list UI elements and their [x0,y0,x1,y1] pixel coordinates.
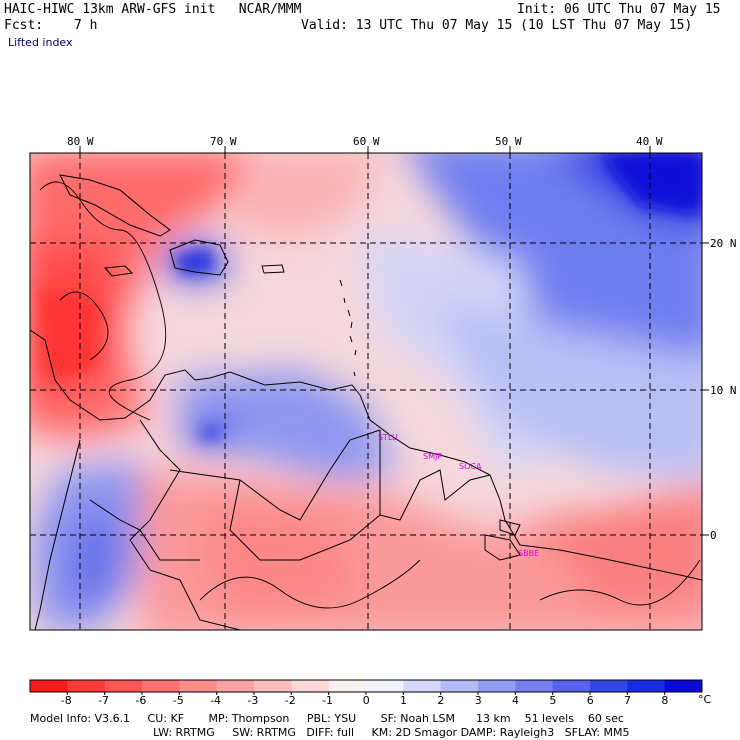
colorbar-unit: °C [698,693,712,706]
colorbar-tick-label: -8 [60,694,72,707]
title: HAIC-HIWC 13km ARW-GFS init NCAR/MMM [4,2,302,17]
colorbar-tick-label: -4 [210,694,222,707]
colorbar-swatch [254,680,292,692]
colorbar-swatch [515,680,554,692]
colorbar-tick-label: 1 [400,694,408,707]
colorbar-swatch [590,680,628,692]
lon-label-50w: 50 W [495,135,522,148]
colorbar [29,679,703,695]
fcst-value: 7 h [74,18,98,33]
colorbar-tick-label: 4 [512,694,520,707]
coastlines [30,174,702,630]
colorbar-swatch [627,680,666,692]
init-time: Init: 06 UTC Thu 07 May 15 [517,2,721,17]
lat-label-10n: 10 N [710,384,737,397]
lon-label-40w: 40 W [636,135,663,148]
fcst-label: Fcst: [4,18,44,33]
colorbar-tick-label: -7 [98,694,110,707]
station-smjp: SMJP [423,452,442,461]
colorbar-tick-label: 2 [437,694,445,707]
colorbar-tick-label: 0 [362,694,370,707]
lon-label-70w: 70 W [210,135,237,148]
colorbar-tick-label: 5 [549,694,557,707]
station-soca: SOCA [459,462,482,471]
colorbar-swatch [403,680,442,692]
lon-label-80w: 80 W [67,135,94,148]
station-sbbe: SBBE [518,549,539,558]
colorbar-tick-label: 8 [661,694,669,707]
colorbar-swatch [440,680,479,692]
colorbar-swatch [104,680,143,692]
colorbar-swatch [478,680,516,692]
colorbar-swatch [664,680,703,692]
colorbar-tick-label: 7 [624,694,632,707]
valid-time: Valid: 13 UTC Thu 07 May 15 (10 LST Thu … [301,18,693,33]
lat-label-20n: 20 N [710,237,737,250]
model-info-line1: Model Info: V3.6.1 CU: KF MP: Thompson P… [30,712,624,725]
colorbar-swatch [30,680,68,692]
colorbar-tick-label: 6 [586,694,594,707]
map-ticks [79,146,709,536]
colorbar-tick-label: -3 [247,694,259,707]
colorbar-tick-label: 3 [474,694,482,707]
field-name: Lifted index [8,36,73,49]
colorbar-swatch [328,680,367,692]
colorbar-swatch [366,680,404,692]
colorbar-swatch [67,680,106,692]
colorbar-tick-label: -1 [322,694,334,707]
lat-label-0: 0 [710,529,717,542]
station-stlu: STLU [378,433,398,442]
colorbar-swatch [216,680,255,692]
colorbar-swatch [291,680,330,692]
colorbar-swatch [142,680,180,692]
colorbar-swatch [179,680,218,692]
colorbar-swatch [552,680,591,692]
model-info-line2: LW: RRTMG SW: RRTMG DIFF: full KM: 2D Sm… [153,726,630,739]
graticule [30,153,702,630]
lon-label-60w: 60 W [353,135,380,148]
colorbar-tick-label: -5 [172,694,184,707]
map-frame [29,152,703,631]
colorbar-tick-label: -6 [135,694,147,707]
colorbar-tick-label: -2 [284,694,296,707]
